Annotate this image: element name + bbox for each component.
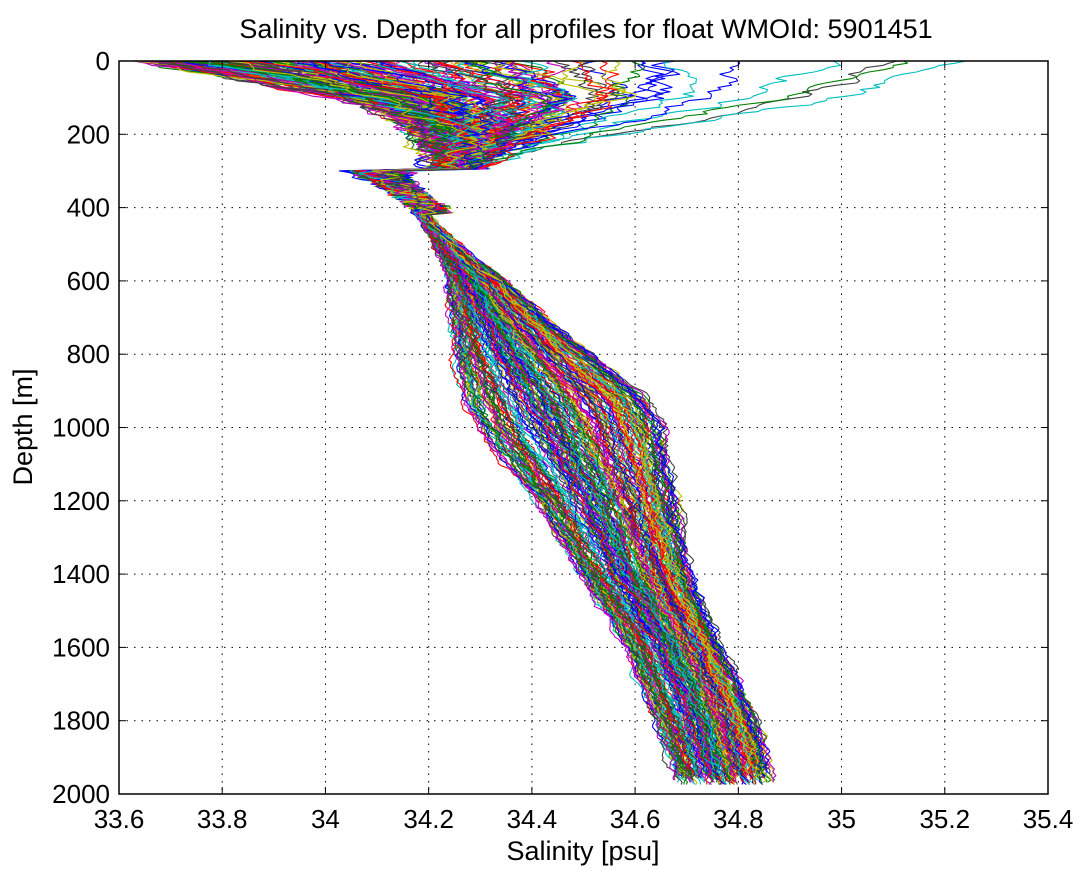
profile-line (253, 60, 712, 785)
x-tick-label: 34.2 (403, 804, 454, 834)
axis-ticks: 33.6 33.8 34 34.2 34.4 34.6 34.8 35 35.2 35.4 0 200… (52, 46, 1073, 834)
y-axis-label: Depth [m] (8, 368, 38, 485)
x-tick-label: 35.4 (1023, 804, 1074, 834)
profiles-plot-area (133, 60, 966, 785)
profile-line (376, 60, 694, 781)
x-tick-label: 35 (827, 804, 856, 834)
y-tick-label: 1000 (52, 413, 110, 443)
x-tick-label: 33.8 (197, 804, 248, 834)
profile-line (376, 60, 766, 772)
grid-lines (119, 61, 1048, 794)
x-tick-label: 35.2 (919, 804, 970, 834)
y-tick-label: 1200 (52, 486, 110, 516)
y-tick-label: 200 (67, 119, 110, 149)
x-tick-label: 33.6 (94, 804, 145, 834)
x-tick-label: 34 (311, 804, 340, 834)
x-tick-label: 34.4 (507, 804, 558, 834)
y-tick-label: 600 (67, 266, 110, 296)
chart-title: Salinity vs. Depth for all profiles for … (239, 14, 932, 44)
y-tick-label: 0 (96, 46, 110, 76)
y-tick-label: 1800 (52, 706, 110, 736)
profile-line (379, 60, 752, 776)
profile-line (226, 60, 758, 785)
y-tick-label: 1400 (52, 559, 110, 589)
y-tick-label: 800 (67, 339, 110, 369)
profile-line (371, 60, 716, 783)
y-tick-label: 2000 (52, 779, 110, 809)
x-tick-label: 34.8 (713, 804, 764, 834)
x-tick-label: 34.6 (610, 804, 661, 834)
y-tick-label: 1600 (52, 632, 110, 662)
y-tick-label: 400 (67, 193, 110, 223)
plot-frame (118, 60, 1049, 795)
x-axis-label: Salinity [psu] (506, 836, 659, 866)
